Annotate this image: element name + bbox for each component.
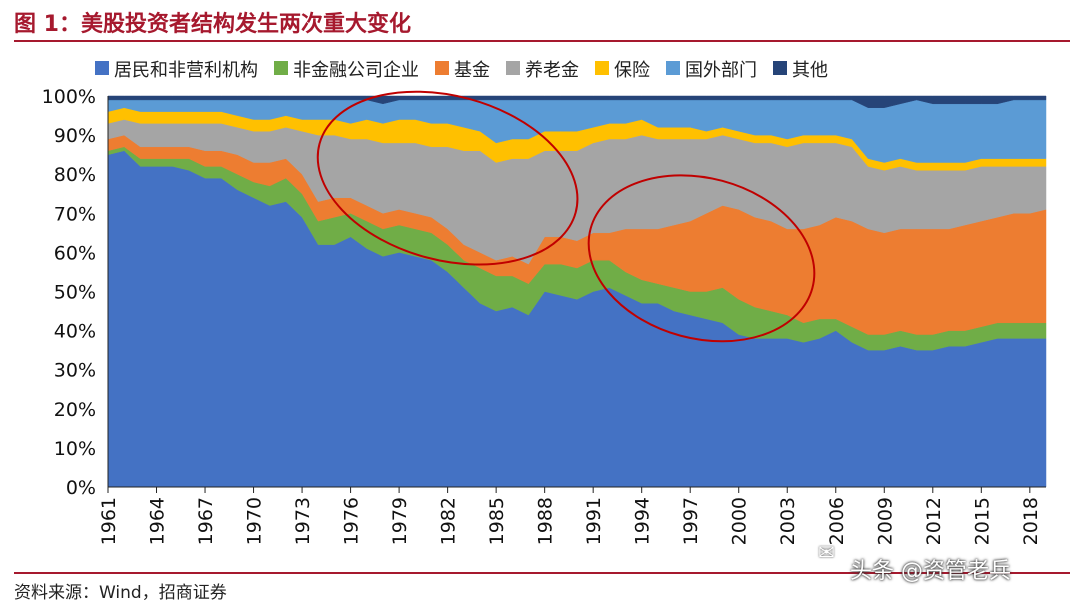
x-tick-label: 2006	[826, 497, 848, 545]
y-tick-label: 30%	[54, 360, 96, 382]
x-tick-label: 2012	[923, 497, 945, 545]
x-tick-label: 1964	[147, 497, 169, 545]
x-tick-label: 1976	[341, 497, 363, 545]
annotation-ellipse-1	[316, 90, 579, 266]
legend-label: 保险	[614, 60, 650, 81]
y-tick-label: 80%	[54, 164, 96, 186]
x-tick-label: 1961	[98, 497, 120, 545]
legend-label: 基金	[454, 60, 490, 81]
legend-swatch	[773, 61, 787, 75]
watermark: 头条 @资管老兵	[850, 559, 1011, 584]
x-tick-label: 1985	[486, 497, 508, 545]
legend-swatch	[506, 61, 520, 75]
legend-label: 非金融公司企业	[293, 60, 419, 81]
x-tick-label: 2009	[874, 497, 896, 545]
y-tick-label: 90%	[54, 125, 96, 147]
y-tick-label: 10%	[54, 438, 96, 460]
source-note: 资料来源：Wind，招商证券	[14, 583, 227, 603]
legend-label: 居民和非营利机构	[114, 60, 258, 81]
x-tick-label: 1970	[244, 497, 266, 545]
title-divider	[14, 40, 1070, 42]
x-axis: 1961 1964 1967 1970 1973 1976 1979 1982 1985 1988…	[98, 486, 1046, 545]
y-tick-label: 40%	[54, 321, 96, 343]
legend-item-6: 国外部门	[666, 60, 757, 81]
footer-divider	[14, 572, 1070, 574]
y-tick-label: 20%	[54, 399, 96, 421]
wechat-logo-icon: ✉	[818, 540, 835, 564]
legend-swatch	[595, 61, 609, 75]
x-tick-label: 2000	[729, 497, 751, 545]
legend-item-2: 非金融公司企业	[274, 60, 419, 81]
x-tick-label: 2015	[971, 497, 993, 545]
legend-swatch	[95, 61, 109, 75]
legend-item-4: 养老金	[506, 60, 579, 81]
annotation-layer	[316, 90, 816, 343]
y-tick-label: 60%	[54, 242, 96, 264]
x-tick-label: 1988	[535, 497, 557, 545]
legend-item-1: 居民和非营利机构	[95, 60, 258, 81]
y-tick-label: 100%	[42, 86, 96, 108]
legend-label: 国外部门	[685, 60, 757, 81]
y-tick-label: 70%	[54, 203, 96, 225]
x-tick-label: 1991	[583, 497, 605, 545]
y-axis: 0% 10% 20% 30% 40% 50% 60% 70% 80% 90% 100%	[42, 86, 109, 499]
x-tick-label: 1967	[195, 497, 217, 545]
x-tick-label: 1982	[438, 497, 460, 545]
legend-item-3: 基金	[435, 60, 490, 81]
chart-legend: 居民和非营利机构 非金融公司企业 基金 养老金 保险 国外部门 其他	[95, 60, 828, 81]
annotation-ellipse-2	[587, 174, 816, 343]
plot-area	[107, 95, 1047, 488]
legend-item-5: 保险	[595, 60, 650, 81]
series-area-7	[107, 95, 1047, 108]
y-tick-label: 0%	[66, 477, 96, 499]
x-tick-label: 1973	[292, 497, 314, 545]
x-tick-label: 1994	[632, 497, 654, 545]
legend-swatch	[666, 61, 680, 75]
x-tick-label: 2018	[1020, 497, 1042, 545]
legend-swatch	[435, 61, 449, 75]
x-tick-label: 1997	[680, 497, 702, 545]
legend-swatch	[274, 61, 288, 75]
x-tick-label: 1979	[389, 497, 411, 545]
x-tick-label: 2003	[777, 497, 799, 545]
chart-title: 图 1：美股投资者结构发生两次重大变化	[14, 12, 411, 37]
legend-item-7: 其他	[773, 60, 828, 81]
legend-label: 养老金	[525, 60, 579, 81]
legend-label: 其他	[792, 60, 828, 81]
y-tick-label: 50%	[54, 282, 96, 304]
